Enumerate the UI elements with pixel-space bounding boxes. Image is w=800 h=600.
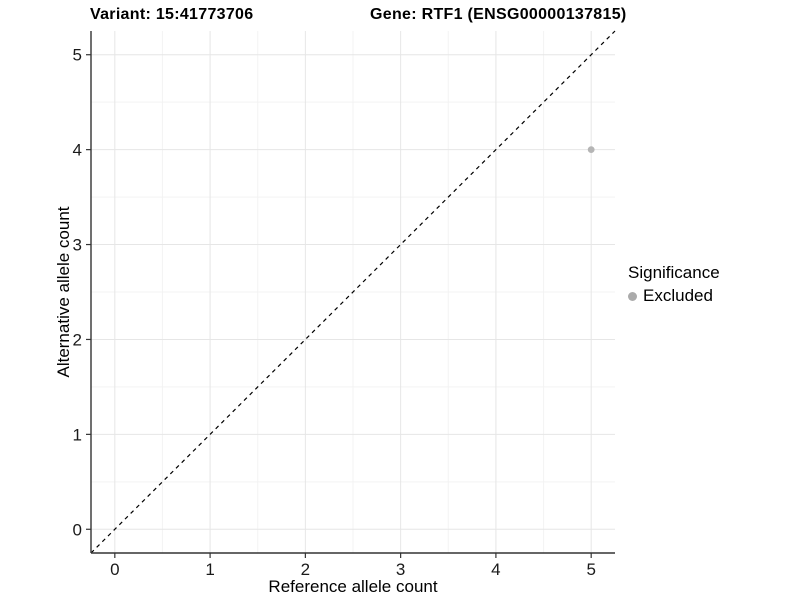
y-tick-label: 0: [73, 520, 82, 539]
y-tick-label: 2: [73, 330, 82, 349]
x-tick-label: 1: [205, 560, 214, 579]
y-tick-label: 1: [73, 425, 82, 444]
legend: Significance Excluded: [628, 263, 720, 306]
x-tick-label: 0: [110, 560, 119, 579]
legend-item-excluded: Excluded: [628, 286, 720, 306]
identity-line: [90, 30, 616, 554]
y-tick-label: 3: [73, 236, 82, 255]
y-axis-title: Alternative allele count: [54, 206, 73, 378]
y-tick-label: 4: [73, 141, 82, 160]
excluded-point-icon: [628, 291, 637, 301]
legend-title: Significance: [628, 263, 720, 282]
variant-title: Variant: 15:41773706: [90, 6, 254, 23]
x-axis-title: Reference allele count: [268, 577, 438, 596]
legend-item-label: Excluded: [643, 286, 713, 305]
data-point: [587, 146, 595, 154]
x-tick-label: 3: [396, 560, 405, 579]
x-tick-label: 5: [586, 560, 595, 579]
x-tick-label: 4: [491, 560, 500, 579]
y-tick-label: 5: [73, 46, 82, 65]
x-tick-label: 2: [301, 560, 310, 579]
gene-title: Gene: RTF1 (ENSG00000137815): [370, 6, 627, 23]
